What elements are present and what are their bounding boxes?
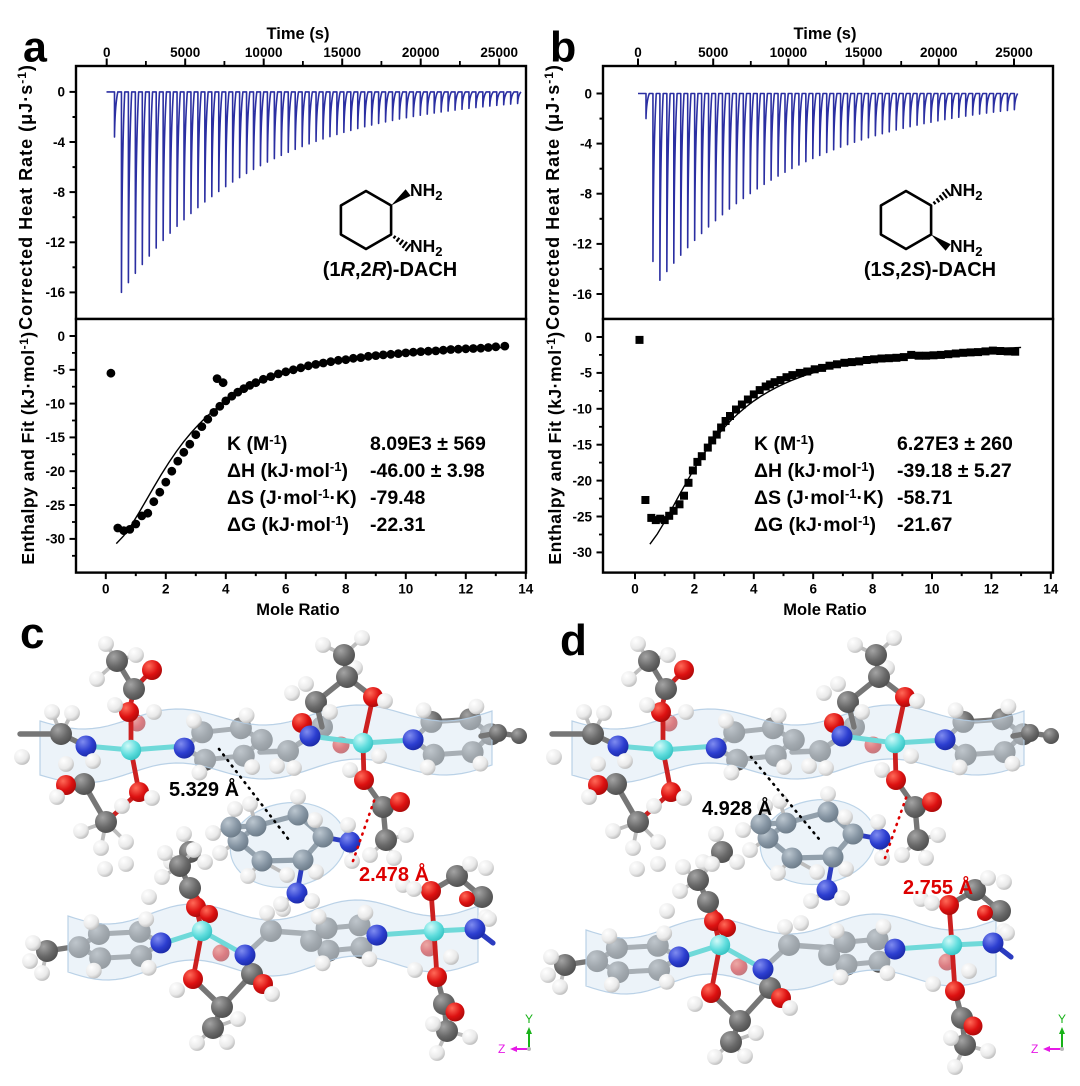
- svg-text:-79.48: -79.48: [370, 487, 425, 509]
- svg-text:Corrected Heat Rate (μJ·s-1): Corrected Heat Rate (μJ·s-1): [15, 64, 36, 330]
- svg-text:ΔS (J·mol-1·K): ΔS (J·mol-1·K): [227, 486, 357, 509]
- svg-text:0: 0: [103, 45, 111, 60]
- svg-text:Enthalpy and Fit (kJ·mol-1): Enthalpy and Fit (kJ·mol-1): [17, 331, 38, 564]
- svg-text:0: 0: [57, 329, 65, 344]
- svg-text:-46.00 ± 3.98: -46.00 ± 3.98: [370, 460, 485, 482]
- svg-text:Time (s): Time (s): [794, 25, 857, 43]
- svg-text:8: 8: [342, 582, 350, 597]
- svg-text:0: 0: [631, 582, 639, 597]
- svg-text:-22.31: -22.31: [370, 514, 425, 536]
- svg-text:-58.71: -58.71: [897, 487, 952, 509]
- svg-text:4: 4: [750, 582, 758, 597]
- svg-text:6: 6: [809, 582, 817, 597]
- svg-text:Z: Z: [1031, 1042, 1038, 1056]
- svg-text:10000: 10000: [245, 45, 283, 60]
- svg-text:NH2: NH2: [410, 236, 443, 259]
- svg-text:12: 12: [458, 582, 473, 597]
- svg-text:c: c: [20, 609, 44, 658]
- svg-text:Z: Z: [498, 1042, 505, 1056]
- svg-text:-5: -5: [53, 363, 65, 378]
- svg-text:ΔG (kJ·mol-1): ΔG (kJ·mol-1): [227, 513, 349, 536]
- svg-text:20000: 20000: [920, 45, 958, 60]
- svg-text:-5: -5: [580, 366, 592, 381]
- svg-text:(1R,2R)-DACH: (1R,2R)-DACH: [323, 259, 457, 281]
- svg-text:14: 14: [1043, 582, 1059, 597]
- svg-text:10: 10: [398, 582, 413, 597]
- svg-text:-16: -16: [572, 287, 592, 302]
- svg-text:-30: -30: [45, 532, 65, 547]
- svg-text:8: 8: [869, 582, 877, 597]
- svg-text:6: 6: [282, 582, 290, 597]
- svg-text:14: 14: [518, 582, 534, 597]
- svg-text:NH2: NH2: [410, 180, 443, 203]
- svg-text:-10: -10: [572, 402, 592, 417]
- svg-text:20000: 20000: [402, 45, 440, 60]
- svg-text:6.27E3 ± 260: 6.27E3 ± 260: [897, 433, 1013, 455]
- svg-text:-4: -4: [580, 136, 592, 151]
- svg-text:-30: -30: [572, 545, 592, 560]
- svg-text:2: 2: [162, 582, 170, 597]
- svg-text:4.928 Å: 4.928 Å: [702, 796, 772, 820]
- svg-text:d: d: [560, 616, 587, 665]
- svg-text:-25: -25: [45, 498, 65, 513]
- svg-text:a: a: [23, 24, 48, 72]
- svg-text:-10: -10: [45, 396, 65, 411]
- svg-text:0: 0: [57, 85, 65, 100]
- svg-text:0: 0: [634, 45, 642, 60]
- svg-text:b: b: [550, 24, 576, 72]
- svg-text:-20: -20: [45, 464, 65, 479]
- svg-text:25000: 25000: [480, 45, 518, 60]
- svg-text:Y: Y: [1058, 1012, 1066, 1026]
- svg-text:2.478 Å: 2.478 Å: [359, 862, 429, 886]
- svg-text:(1S,2S)-DACH: (1S,2S)-DACH: [864, 259, 996, 281]
- svg-text:-39.18 ± 5.27: -39.18 ± 5.27: [897, 460, 1012, 482]
- svg-text:8.09E3 ± 569: 8.09E3 ± 569: [370, 433, 486, 455]
- svg-text:-20: -20: [572, 473, 592, 488]
- svg-text:Enthalpy and Fit (kJ·mol-1): Enthalpy and Fit (kJ·mol-1): [544, 331, 565, 564]
- svg-text:ΔG (kJ·mol-1): ΔG (kJ·mol-1): [754, 513, 876, 536]
- svg-text:15000: 15000: [845, 45, 883, 60]
- svg-text:ΔH (kJ·mol-1): ΔH (kJ·mol-1): [754, 459, 875, 482]
- svg-text:ΔS (J·mol-1·K): ΔS (J·mol-1·K): [754, 486, 884, 509]
- svg-text:Mole Ratio: Mole Ratio: [256, 601, 339, 619]
- svg-text:0: 0: [102, 582, 110, 597]
- svg-text:Y: Y: [525, 1012, 533, 1026]
- svg-text:15000: 15000: [323, 45, 361, 60]
- svg-text:-8: -8: [53, 185, 65, 200]
- svg-text:10000: 10000: [770, 45, 808, 60]
- svg-text:Corrected Heat Rate (μJ·s-1): Corrected Heat Rate (μJ·s-1): [542, 64, 563, 330]
- svg-text:-16: -16: [45, 285, 65, 300]
- svg-text:12: 12: [984, 582, 999, 597]
- svg-text:-12: -12: [572, 237, 592, 252]
- svg-text:-8: -8: [580, 187, 592, 202]
- svg-text:0: 0: [584, 330, 592, 345]
- svg-text:Mole Ratio: Mole Ratio: [783, 601, 866, 619]
- svg-text:-4: -4: [53, 135, 65, 150]
- svg-text:-15: -15: [45, 430, 65, 445]
- svg-text:10: 10: [924, 582, 939, 597]
- svg-text:4: 4: [222, 582, 230, 597]
- svg-text:25000: 25000: [995, 45, 1033, 60]
- svg-text:2.755 Å: 2.755 Å: [903, 875, 973, 899]
- svg-text:5000: 5000: [170, 45, 200, 60]
- svg-text:Time (s): Time (s): [267, 25, 330, 43]
- svg-text:5000: 5000: [698, 45, 728, 60]
- svg-text:NH2: NH2: [950, 180, 983, 203]
- svg-text:2: 2: [691, 582, 699, 597]
- svg-text:-15: -15: [572, 438, 592, 453]
- svg-text:5.329 Å: 5.329 Å: [169, 777, 239, 801]
- svg-text:NH2: NH2: [950, 236, 983, 259]
- svg-text:-12: -12: [45, 235, 65, 250]
- svg-text:0: 0: [584, 86, 592, 101]
- svg-text:ΔH (kJ·mol-1): ΔH (kJ·mol-1): [227, 459, 348, 482]
- svg-text:-21.67: -21.67: [897, 514, 952, 536]
- svg-text:-25: -25: [572, 509, 592, 524]
